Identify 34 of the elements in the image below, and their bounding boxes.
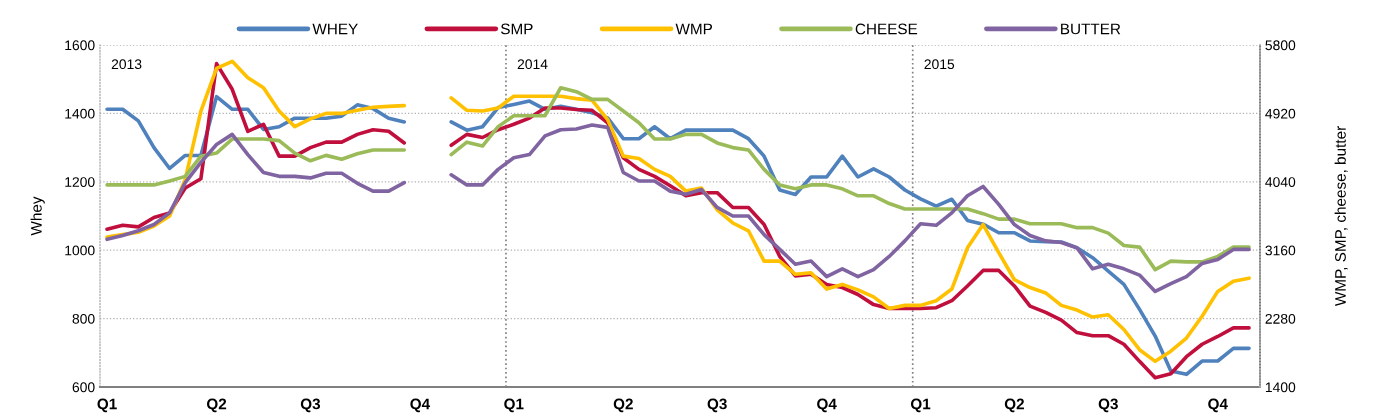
x-tick-label: Q3 [300,398,321,413]
legend-label: BUTTER [1061,23,1121,35]
y-tick-label: 1000 [65,245,95,256]
y2-tick-label: 5800 [1265,40,1296,51]
y2-tick-label: 1400 [1265,382,1296,393]
y2-axis-title: WMP, SMP, cheese, butter [1334,126,1348,307]
y-axis-title: Whey [30,196,45,236]
annotation: 2013 [111,59,142,70]
x-tick-label: Q2 [1004,398,1024,413]
annotation: 2015 [924,59,955,70]
y-tick-label: 1600 [65,40,95,51]
y2-tick-label: 3160 [1265,245,1296,256]
legend-label: SMP [501,23,533,35]
legend-label: CHEESE [855,23,918,35]
x-tick-label: Q1 [97,398,117,413]
y2-tick-label: 2280 [1265,313,1296,324]
x-tick-label: Q2 [206,398,227,413]
x-tick-label: Q4 [410,398,431,413]
x-tick-label: Q3 [1098,398,1118,413]
y-tick-label: 1400 [65,108,95,119]
y-tick-label: 800 [72,313,95,324]
x-tick-label: Q4 [1208,398,1228,413]
x-tick-label: Q1 [504,398,524,413]
legend-label: WHEY [312,23,358,35]
x-tick-label: Q4 [817,398,837,413]
y-tick-label: 600 [72,382,95,393]
legend-label: WMP [675,23,713,35]
x-tick-label: Q2 [613,398,633,413]
x-tick-label: Q3 [707,398,727,413]
y-tick-label: 1200 [65,177,95,187]
annotation: 2014 [517,59,548,70]
y2-tick-label: 4920 [1265,108,1296,119]
x-tick-label: Q1 [910,398,931,413]
y2-tick-label: 4040 [1265,177,1296,187]
